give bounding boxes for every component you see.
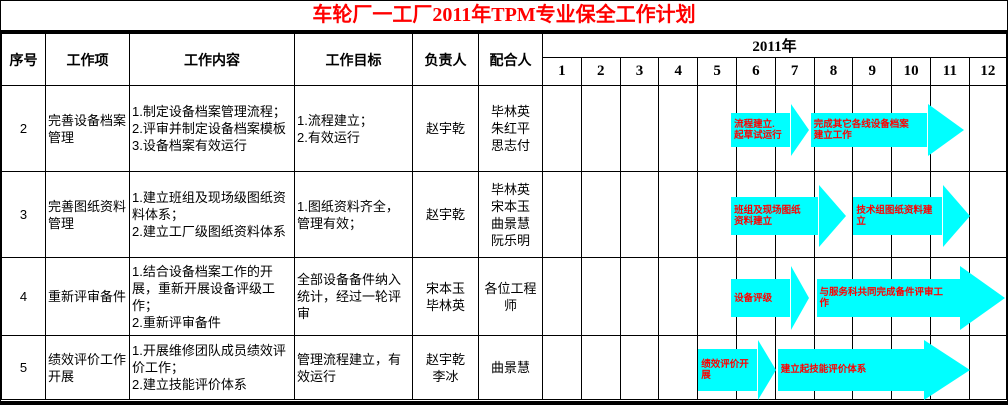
support: 曲景慧 (478, 335, 543, 400)
month-cell (580, 85, 621, 172)
month-header: 10 (891, 57, 931, 86)
row-no: 2 (1, 85, 46, 172)
work-item: 完善设备档案管理 (45, 85, 130, 172)
table-row: 3 完善图纸资料管理 1.建立班组及现场级图纸资料体系； 2.建立工厂级图纸资料… (1, 171, 1007, 258)
work-item: 重新评审备件 (45, 257, 130, 336)
month-cell (774, 335, 815, 400)
month-header: 1 (542, 57, 582, 86)
month-cell (891, 85, 931, 172)
plan-table: 序号 工作项 工作内容 工作目标 负责人 配合人 2011年 1 2 3 4 5… (1, 33, 1007, 400)
month-cell (735, 171, 776, 258)
month-header: 8 (813, 57, 854, 86)
month-header: 4 (658, 57, 699, 86)
month-cell (774, 257, 815, 336)
month-cell (735, 257, 776, 336)
work-item: 完善图纸资料管理 (45, 171, 130, 258)
month-header: 2 (580, 57, 621, 86)
owner: 赵宇乾 (412, 171, 479, 258)
month-cell (968, 257, 1007, 336)
month-cell (852, 335, 893, 400)
work-content: 1.建立班组及现场级图纸资料体系； 2.建立工厂级图纸资料体系 (129, 171, 295, 258)
month-cell (658, 257, 699, 336)
col-header-support: 配合人 (478, 33, 543, 86)
month-cell (542, 257, 582, 336)
col-header-no: 序号 (1, 33, 46, 86)
month-cell (619, 335, 660, 400)
row-no: 5 (1, 335, 46, 400)
work-goal: 全部设备备件纳入统计，经过一轮评审 (294, 257, 413, 336)
month-cell (968, 171, 1007, 258)
month-header: 5 (697, 57, 737, 86)
col-header-item: 工作项 (45, 33, 130, 86)
table-row: 2 完善设备档案管理 1.制定设备档案管理流程； 2.评审并制定设备档案模板 3… (1, 85, 1007, 172)
support: 毕林英 宋本玉 曲景慧 阮乐明 (478, 171, 543, 258)
month-cell (580, 171, 621, 258)
work-item: 绩效评价工作开展 (45, 335, 130, 400)
month-cell (813, 257, 854, 336)
month-header: 9 (852, 57, 893, 86)
work-goal: 管理流程建立，有效运行 (294, 335, 413, 400)
month-cell (774, 85, 815, 172)
month-cell (619, 85, 660, 172)
month-cell (891, 335, 931, 400)
month-cell (891, 257, 931, 336)
month-cell (542, 85, 582, 172)
work-goal: 1.图纸资料齐全，管理有效； (294, 171, 413, 258)
owner: 宋本玉 毕林英 (412, 257, 479, 336)
month-cell (852, 171, 893, 258)
owner: 赵宇乾 (412, 85, 479, 172)
row-no: 3 (1, 171, 46, 258)
month-cell (619, 257, 660, 336)
month-cell (580, 257, 621, 336)
year-header: 2011年 (542, 33, 1007, 58)
page-title: 车轮厂一工厂2011年TPM专业保全工作计划 (1, 1, 1007, 33)
col-header-goal: 工作目标 (294, 33, 413, 86)
month-header: 6 (735, 57, 776, 86)
month-cell (929, 257, 970, 336)
month-header: 12 (968, 57, 1007, 86)
month-cell (813, 335, 854, 400)
month-cell (542, 335, 582, 400)
month-cell (658, 85, 699, 172)
month-cell (658, 335, 699, 400)
work-goal: 1.流程建立； 2.有效运行 (294, 85, 413, 172)
month-cell (929, 171, 970, 258)
row-no: 4 (1, 257, 46, 336)
month-cell (697, 171, 737, 258)
col-header-content: 工作内容 (129, 33, 295, 86)
support: 毕林英 朱红平 思志付 (478, 85, 543, 172)
month-cell (929, 335, 970, 400)
owner: 赵宇乾 李冰 (412, 335, 479, 400)
work-content: 1.结合设备档案工作的开展，重新开展设备评级工作； 2.重新评审备件 (129, 257, 295, 336)
support: 各位工程师 (478, 257, 543, 336)
month-cell (891, 171, 931, 258)
work-content: 1.制定设备档案管理流程； 2.评审并制定设备档案模板 3.设备档案有效运行 (129, 85, 295, 172)
month-cell (968, 335, 1007, 400)
month-cell (542, 171, 582, 258)
month-cell (619, 171, 660, 258)
month-cell (580, 335, 621, 400)
month-cell (774, 171, 815, 258)
month-header: 7 (774, 57, 815, 86)
table-row: 5 绩效评价工作开展 1.开展维修团队成员绩效评价工作； 2.建立技能评价体系 … (1, 335, 1007, 400)
month-cell (852, 85, 893, 172)
work-content: 1.开展维修团队成员绩效评价工作； 2.建立技能评价体系 (129, 335, 295, 400)
month-header: 3 (619, 57, 660, 86)
month-cell (697, 85, 737, 172)
col-header-owner: 负责人 (412, 33, 479, 86)
month-cell (735, 85, 776, 172)
month-cell (929, 85, 970, 172)
month-cell (813, 171, 854, 258)
month-header: 11 (929, 57, 970, 86)
month-cell (735, 335, 776, 400)
month-cell (968, 85, 1007, 172)
month-cell (697, 335, 737, 400)
month-cell (697, 257, 737, 336)
table-row: 4 重新评审备件 1.结合设备档案工作的开展，重新开展设备评级工作； 2.重新评… (1, 257, 1007, 336)
month-cell (658, 171, 699, 258)
month-cell (852, 257, 893, 336)
month-cell (813, 85, 854, 172)
